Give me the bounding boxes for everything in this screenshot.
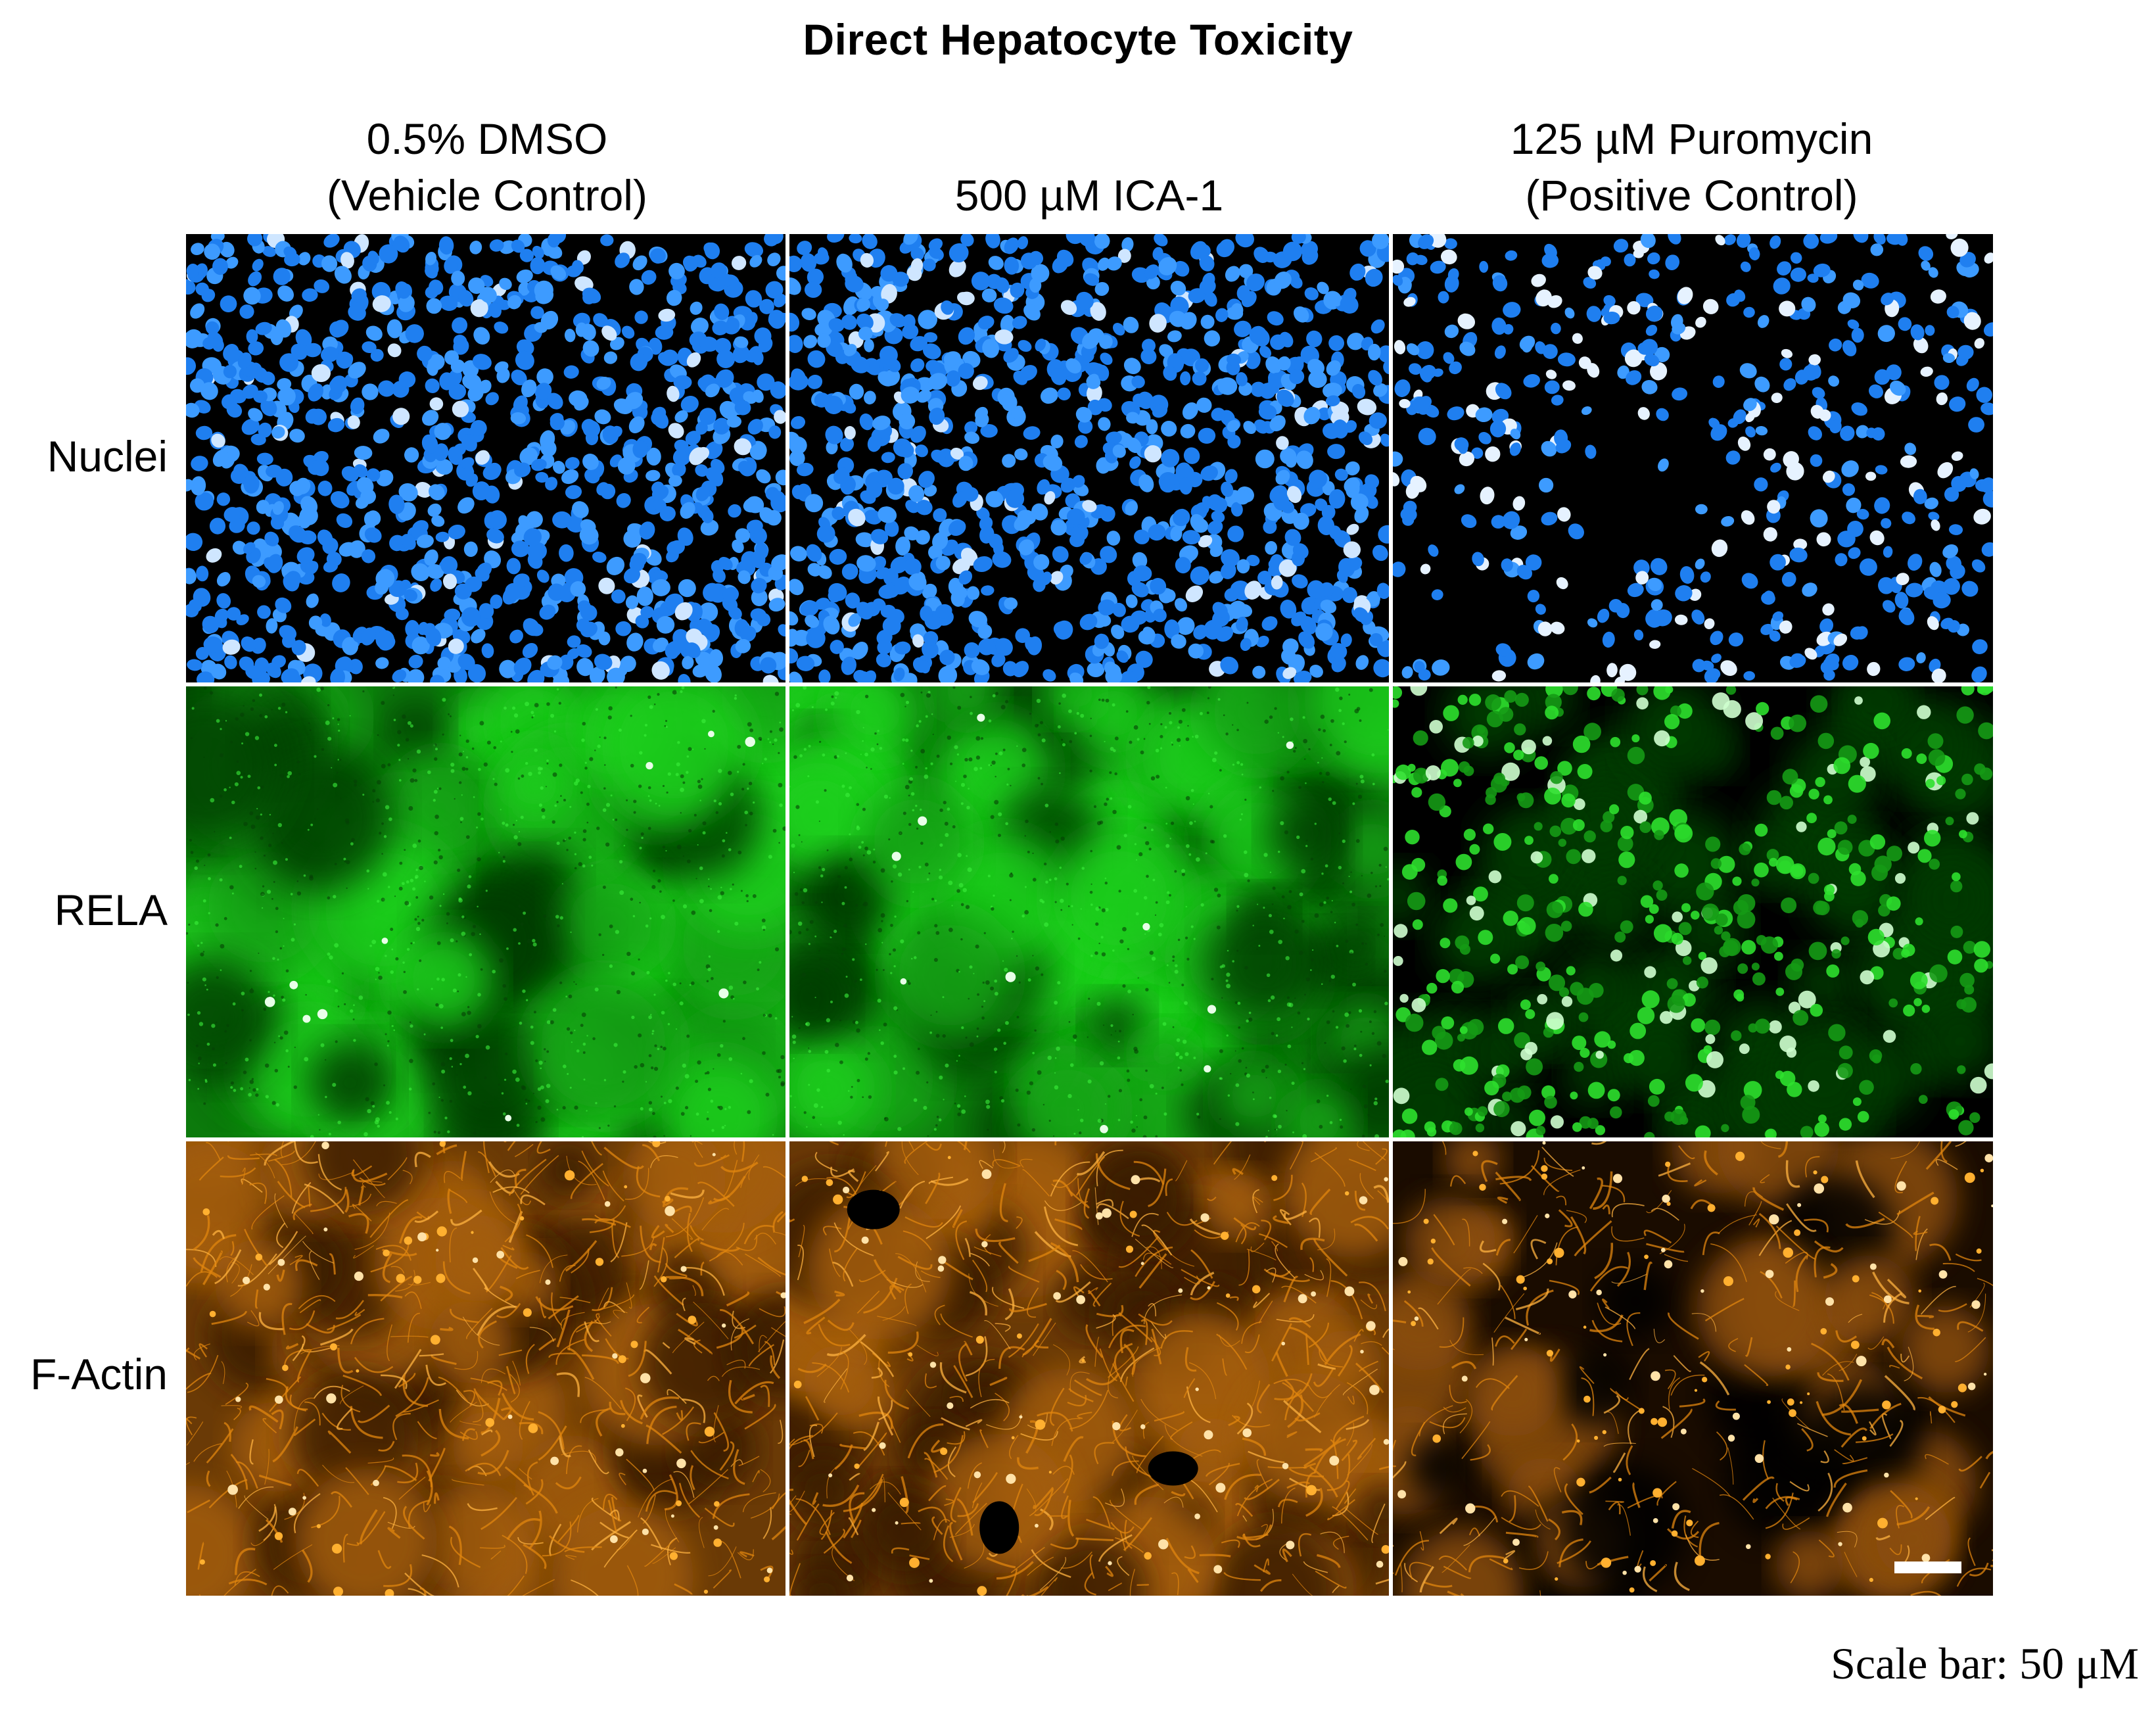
- micrograph-nuclei-dmso-image: [186, 234, 785, 682]
- micrograph-rela-puromycin-image: [1393, 686, 1993, 1137]
- column-label-ica1-line1: 500 µM ICA-1: [954, 171, 1224, 220]
- column-label-dmso: 0.5% DMSO (Vehicle Control): [186, 110, 788, 224]
- scale-bar: [1894, 1561, 1961, 1573]
- micrograph-nuclei-puromycin: [1393, 234, 1993, 682]
- column-label-puromycin: 125 µM Puromycin (Positive Control): [1390, 110, 1993, 224]
- micrograph-factin-dmso-image: [186, 1141, 785, 1596]
- row-label-nuclei: Nuclei: [47, 432, 168, 481]
- micrograph-nuclei-dmso: [186, 234, 785, 682]
- column-label-puromycin-line2: (Positive Control): [1525, 171, 1858, 220]
- column-label-ica1: 500 µM ICA-1: [788, 167, 1390, 224]
- micrograph-rela-dmso-image: [186, 686, 785, 1137]
- figure-title: Direct Hepatocyte Toxicity: [803, 15, 1353, 64]
- micrograph-factin-ica1: [789, 1141, 1389, 1596]
- column-label-dmso-line1: 0.5% DMSO: [366, 114, 608, 163]
- micrograph-grid: [186, 234, 1993, 1596]
- micrograph-rela-puromycin: [1393, 686, 1993, 1137]
- micrograph-factin-ica1-image: [789, 1141, 1389, 1596]
- micrograph-rela-dmso: [186, 686, 785, 1137]
- micrograph-nuclei-puromycin-image: [1393, 234, 1993, 682]
- micrograph-factin-puromycin-image: [1393, 1141, 1993, 1596]
- scale-bar-caption: Scale bar: 50 μM: [1831, 1638, 2139, 1688]
- column-label-puromycin-line1: 125 µM Puromycin: [1510, 114, 1873, 163]
- row-label-rela: RELA: [54, 886, 168, 934]
- micrograph-rela-ica1-image: [789, 686, 1389, 1137]
- micrograph-nuclei-ica1: [789, 234, 1389, 682]
- micrograph-factin-dmso: [186, 1141, 785, 1596]
- micrograph-rela-ica1: [789, 686, 1389, 1137]
- row-label-factin: F-Actin: [30, 1350, 168, 1398]
- micrograph-nuclei-ica1-image: [789, 234, 1389, 682]
- micrograph-factin-puromycin: [1393, 1141, 1993, 1596]
- column-label-dmso-line2: (Vehicle Control): [327, 171, 647, 220]
